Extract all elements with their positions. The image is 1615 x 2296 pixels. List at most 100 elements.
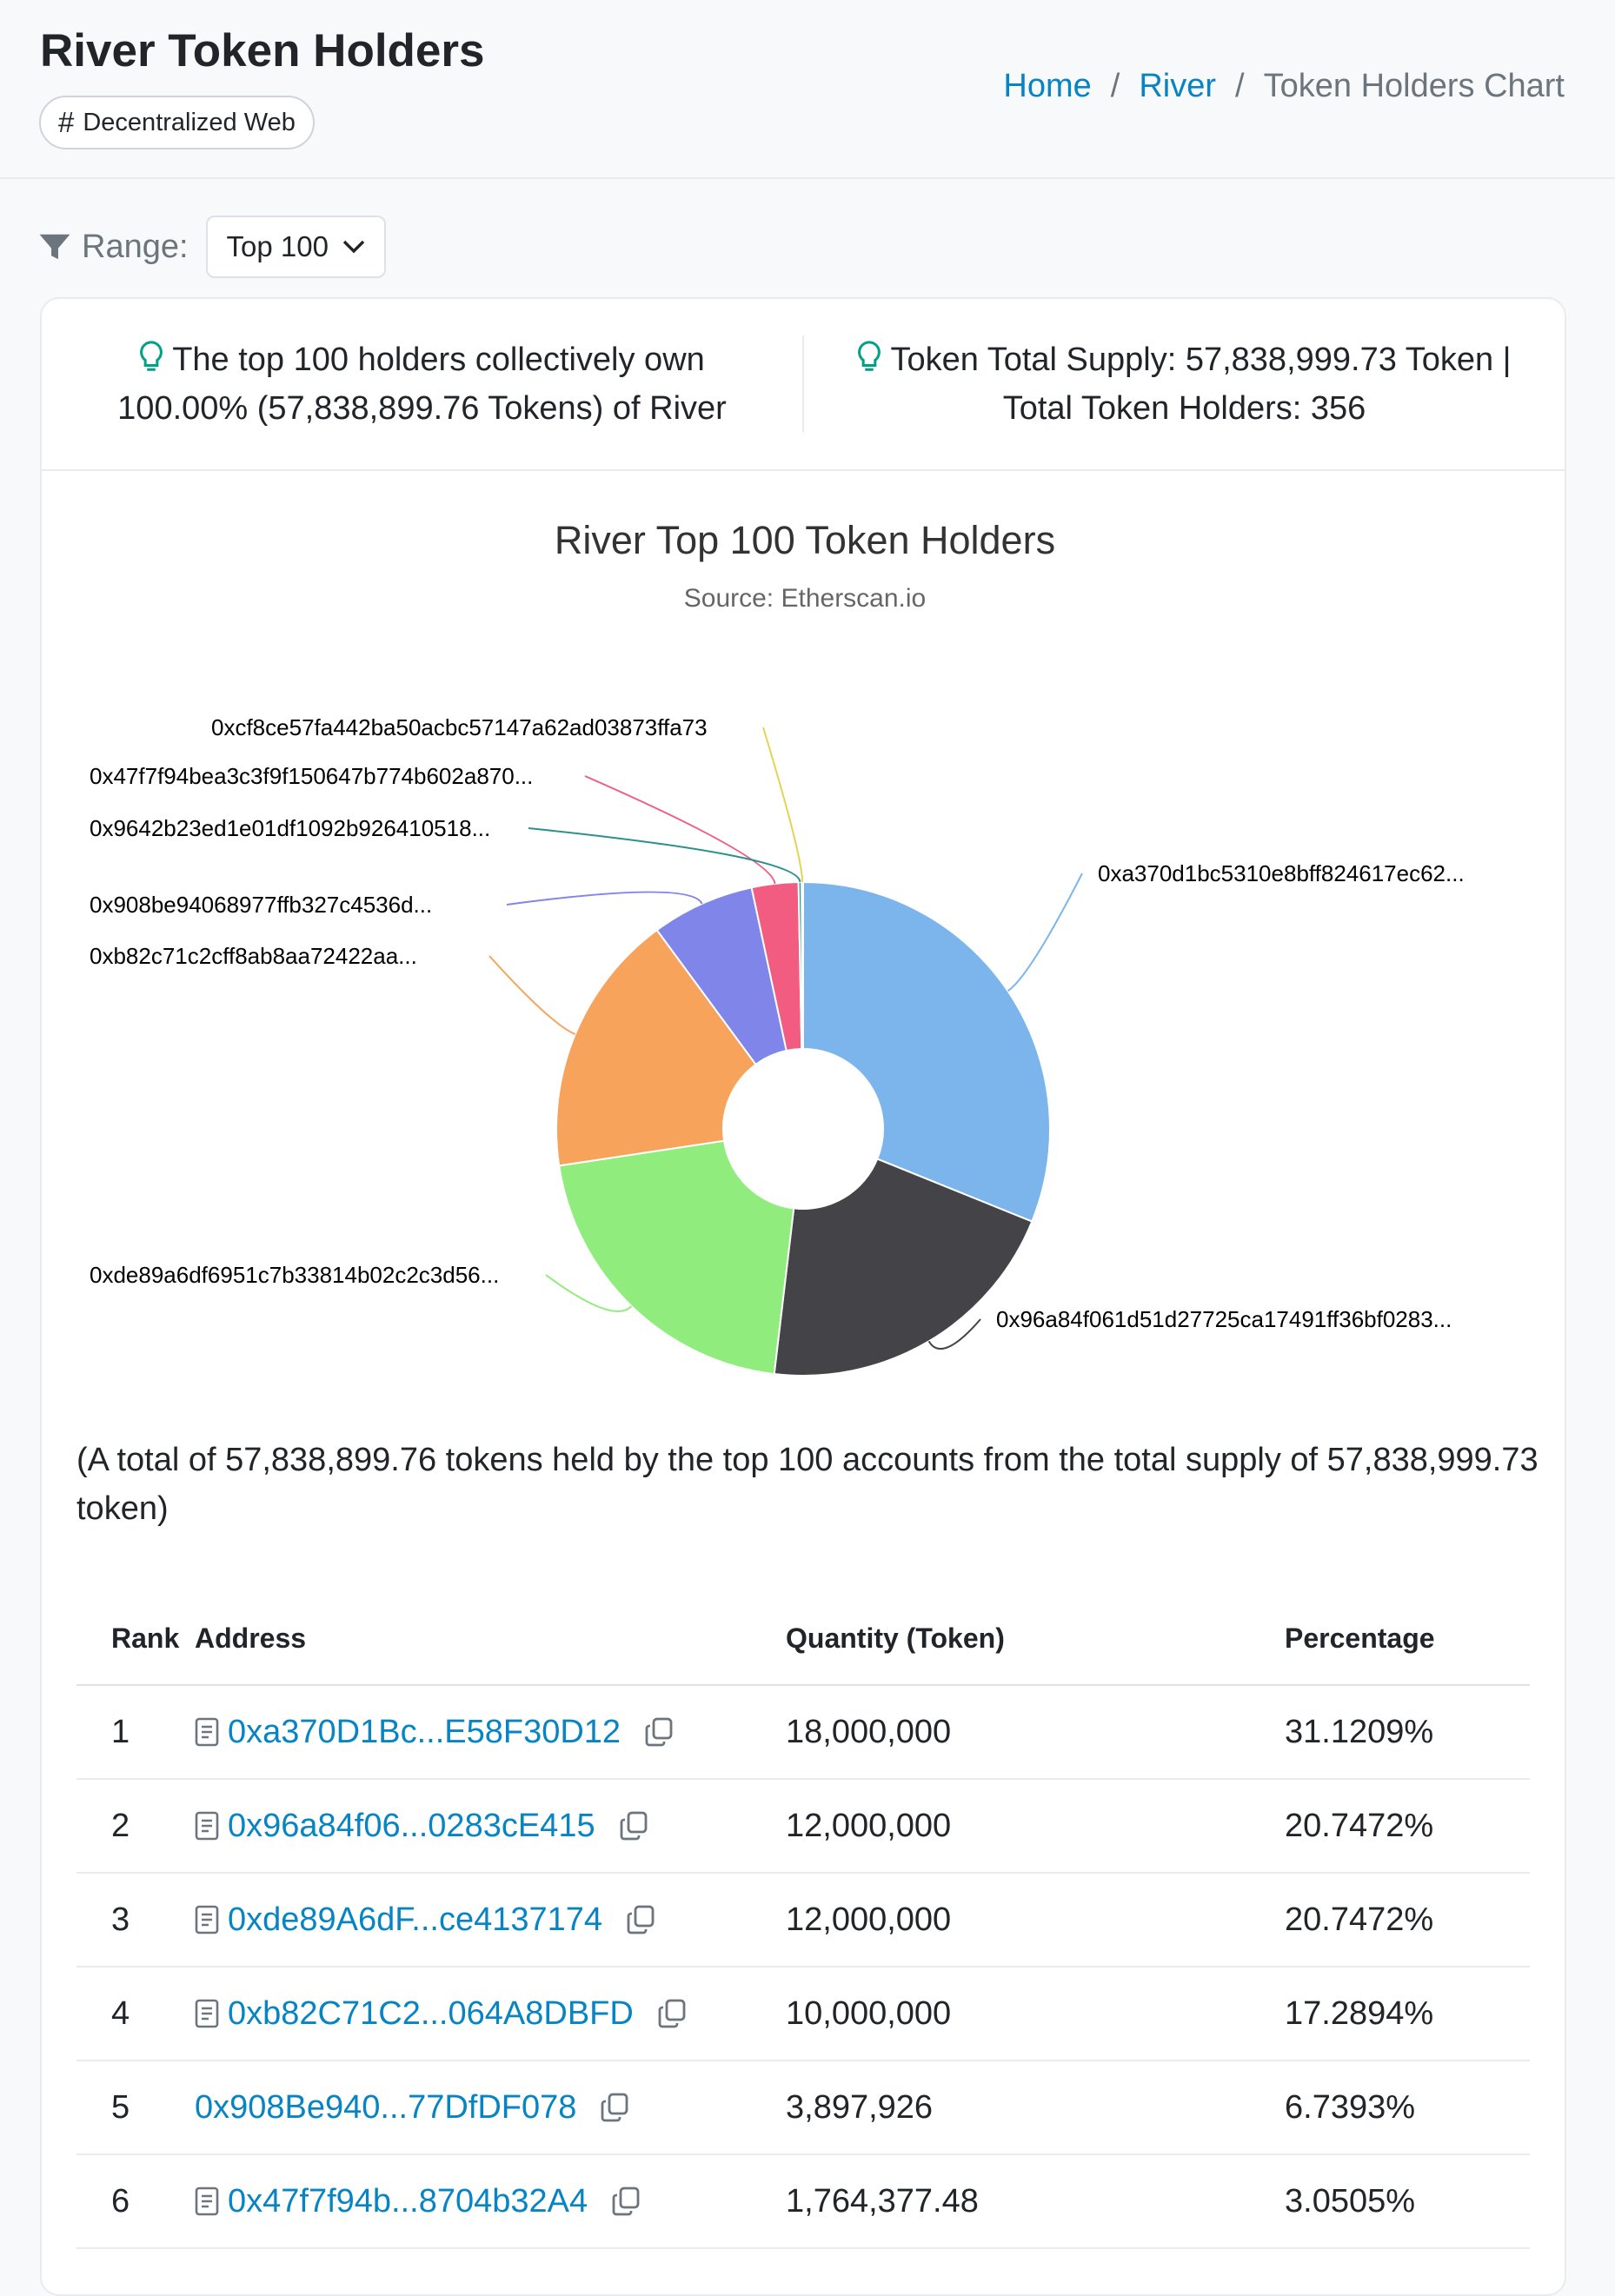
pie-connector [762,727,804,883]
pie-label: 0xa370d1bc5310e8bff824617ec62... [1098,860,1465,886]
address-cell: 0x47f7f94b...8704b32A4 [195,2183,786,2220]
summary-right-line1: Token Total Supply: 57,838,999.73 Token … [890,342,1512,378]
quantity-cell: 12,000,000 [786,1901,952,1938]
pie-label: 0xb82c71c2cff8ab8aa72422aa... [90,943,417,969]
address-cell: 0xa370D1Bc...E58F30D12 [195,1714,786,1751]
range-select[interactable]: Top 100 [205,216,386,278]
contract-icon [195,2187,219,2216]
lightbulb-icon [858,341,881,371]
address-cell: 0xb82C71C2...064A8DBFD [195,1995,786,2033]
address-cell: 0xde89A6dF...ce4137174 [195,1901,786,1939]
rank-cell: 4 [111,1994,130,2032]
rank-cell: 1 [111,1713,130,1750]
breadcrumb-separator: / [1110,68,1120,104]
table-row: 5 0x908Be940...77DfDF078 3,897,926 6.7393% [76,2061,1530,2155]
pie-label: 0x96a84f061d51d27725ca17491ff36bf0283... [996,1306,1452,1332]
range-filter: Range: Top 100 [38,216,386,278]
summary-bar: The top 100 holders collectively own 100… [42,299,1565,471]
header-percentage: Percentage [1285,1622,1435,1654]
holders-chart: River Top 100 Token Holders Source: Ethe… [42,473,1568,1429]
percentage-cell: 17.2894% [1285,1994,1434,2032]
summary-divider [802,335,804,433]
breadcrumb: Home / River / Token Holders Chart [1003,68,1565,105]
pie-label: 0xde89a6df6951c7b33814b02c2c3d56... [90,1262,499,1288]
contract-icon [195,1905,219,1934]
supply-summary: Token Total Supply: 57,838,999.73 Token … [804,299,1565,469]
range-label: Range: [82,228,189,265]
quantity-cell: 12,000,000 [786,1807,952,1844]
holders-table: Rank Address Quantity (Token) Percentage… [76,1592,1530,2249]
percentage-cell: 3.0505% [1285,2182,1416,2220]
pie-connector [506,891,703,906]
copy-icon[interactable] [612,2187,640,2216]
copy-icon[interactable] [658,1999,686,2028]
header-quantity: Quantity (Token) [786,1622,1005,1654]
breadcrumb-separator: / [1235,68,1245,104]
page-title: River Token Holders [40,25,485,76]
pie-connector [927,1318,981,1350]
copy-icon[interactable] [627,1905,655,1934]
pie-slice[interactable] [802,880,1051,1223]
table-row: 3 0xde89A6dF...ce4137174 12,000,000 20.7472… [76,1874,1530,1968]
copy-icon[interactable] [645,1717,673,1747]
quantity-cell: 1,764,377.48 [786,2182,979,2220]
pie-slice[interactable] [773,1158,1033,1377]
table-body: 1 0xa370D1Bc...E58F30D12 18,000,000 31.1209… [76,1686,1530,2249]
percentage-cell: 31.1209% [1285,1713,1434,1750]
table-row: 4 0xb82C71C2...064A8DBFD 10,000,000 17.2894… [76,1968,1530,2061]
holder-address-link[interactable]: 0xde89A6dF...ce4137174 [228,1901,603,1938]
pie-slice[interactable] [558,1139,795,1376]
address-cell: 0x908Be940...77DfDF078 [195,2089,786,2127]
rank-cell: 5 [111,2088,130,2126]
range-selected-value: Top 100 [226,230,329,262]
pie-label: 0x47f7f94bea3c3f9f150647b774b602a870... [90,763,533,789]
holder-address-link[interactable]: 0xa370D1Bc...E58F30D12 [228,1713,621,1750]
summary-right-line2: Total Token Holders: 356 [1002,390,1366,427]
top-holders-summary: The top 100 holders collectively own 100… [42,299,802,469]
rank-cell: 3 [111,1901,130,1938]
rank-cell: 6 [111,2182,130,2220]
summary-left-line1: The top 100 holders collectively own [172,342,705,378]
breadcrumb-home[interactable]: Home [1003,68,1092,104]
chart-title: River Top 100 Token Holders [554,518,1056,562]
rank-cell: 2 [111,1807,130,1844]
pie-connector [488,955,576,1036]
percentage-cell: 20.7472% [1285,1807,1434,1844]
address-cell: 0x96a84f06...0283cE415 [195,1808,786,1845]
pie-label: 0xcf8ce57fa442ba50acbc57147a62ad03873ffa… [211,714,708,740]
pie-slice[interactable] [801,880,804,1051]
lightbulb-icon [140,341,163,371]
contract-icon [195,1717,219,1747]
page-header: River Token Holders # Decentralized Web … [0,0,1615,179]
holder-address-link[interactable]: 0x96a84f06...0283cE415 [228,1807,595,1844]
percentage-cell: 6.7393% [1285,2088,1416,2126]
table-row: 2 0x96a84f06...0283cE415 12,000,000 20.7472… [76,1780,1530,1874]
copy-icon[interactable] [620,1811,648,1841]
breadcrumb-current: Token Holders Chart [1263,68,1565,104]
pie-connector [1007,873,1083,992]
pie-connector [545,1274,633,1312]
hash-icon: # [58,106,75,138]
category-tag[interactable]: # Decentralized Web [39,96,315,149]
copy-icon[interactable] [601,2093,628,2122]
contract-icon [195,1999,219,2028]
contract-icon [195,1811,219,1841]
chart-subtitle: Source: Etherscan.io [683,584,927,613]
breadcrumb-token[interactable]: River [1139,68,1217,104]
quantity-cell: 3,897,926 [786,2088,934,2126]
holder-address-link[interactable]: 0x908Be940...77DfDF078 [195,2088,577,2126]
percentage-cell: 20.7472% [1285,1901,1434,1938]
pie-slice[interactable] [555,928,757,1167]
holder-address-link[interactable]: 0x47f7f94b...8704b32A4 [228,2182,588,2220]
header-address: Address [195,1622,307,1654]
pie-connector [584,775,776,885]
summary-left-line2: 100.00% (57,838,899.76 Tokens) of River [117,390,727,427]
holders-card: The top 100 holders collectively own 100… [40,297,1566,2296]
filter-icon [39,234,70,260]
holder-address-link[interactable]: 0xb82C71C2...064A8DBFD [228,1994,634,2032]
category-tag-label: Decentralized Web [83,108,296,136]
pie-label: 0x908be94068977ffb327c4536d... [90,892,432,918]
table-row: 1 0xa370D1Bc...E58F30D12 18,000,000 31.1209… [76,1686,1530,1780]
total-note: (A total of 57,838,899.76 tokens held by… [76,1442,1539,1527]
pie-chart: 0xa370d1bc5310e8bff824617ec62... 0x96a84f… [90,714,1465,1377]
